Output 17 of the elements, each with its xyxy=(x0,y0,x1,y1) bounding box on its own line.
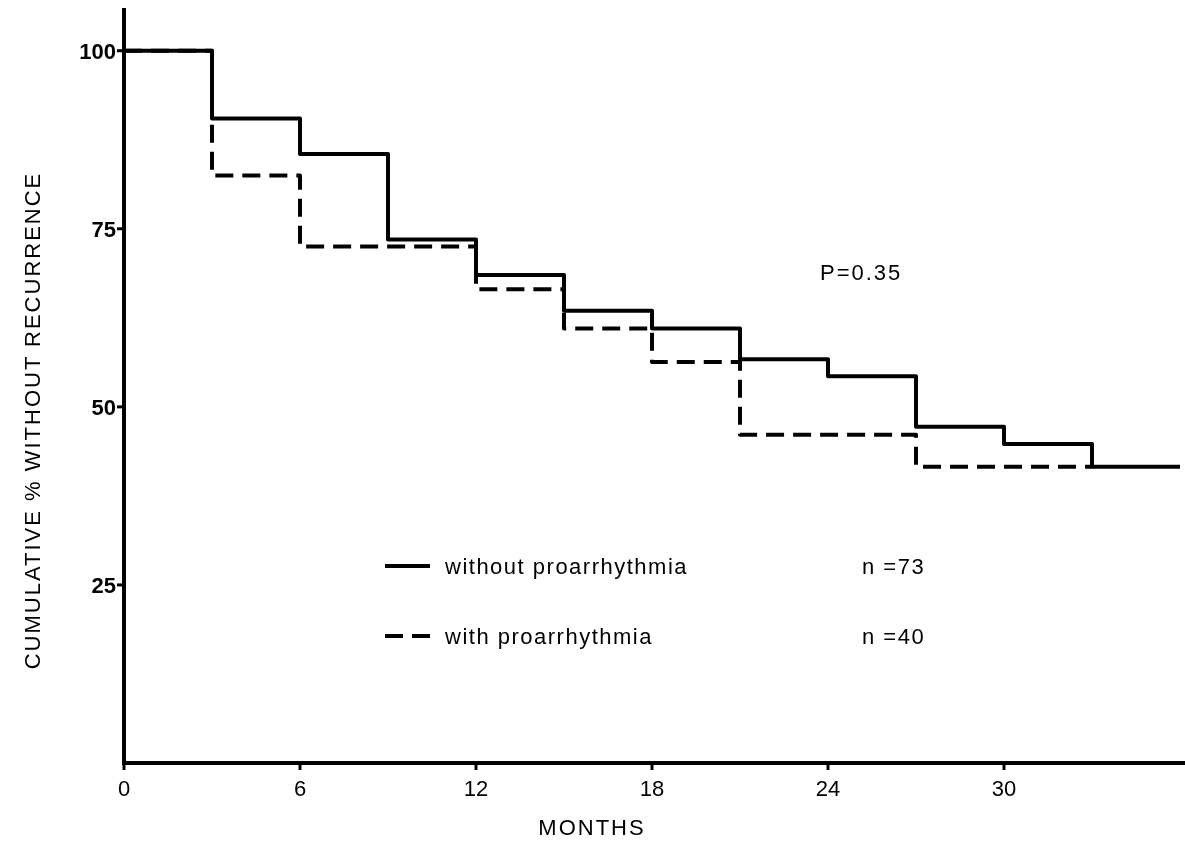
annotation: n =73 xyxy=(862,554,926,579)
y-tick-label: 25 xyxy=(91,572,116,598)
annotation: P=0.35 xyxy=(820,260,903,285)
legend-label: with proarrhythmia xyxy=(444,624,653,649)
y-tick-label: 100 xyxy=(79,38,116,64)
x-tick-label: 24 xyxy=(815,776,841,801)
x-tick-label: 0 xyxy=(117,776,131,801)
annotation: n =40 xyxy=(862,624,926,649)
x-tick-label: 12 xyxy=(463,776,489,801)
x-tick-label: 30 xyxy=(991,776,1017,801)
y-tick-label: 50 xyxy=(91,394,116,420)
x-tick-label: 6 xyxy=(293,776,307,801)
x-axis-title: MONTHS xyxy=(538,815,646,840)
y-axis-title: CUMULATIVE % WITHOUT RECURRENCE xyxy=(20,171,45,670)
legend-label: without proarrhythmia xyxy=(444,554,689,579)
y-tick-label: 75 xyxy=(91,216,116,242)
x-tick-label: 18 xyxy=(639,776,665,801)
